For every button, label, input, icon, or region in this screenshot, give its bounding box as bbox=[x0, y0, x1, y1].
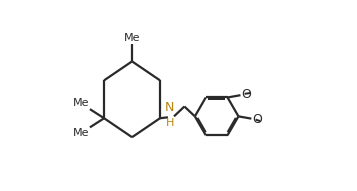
Text: Me: Me bbox=[72, 128, 89, 138]
Text: O: O bbox=[252, 113, 262, 126]
Text: Me: Me bbox=[72, 98, 89, 108]
Text: N: N bbox=[165, 101, 175, 114]
Text: Me: Me bbox=[124, 33, 140, 43]
Text: H: H bbox=[166, 118, 174, 128]
Text: O: O bbox=[241, 88, 251, 101]
